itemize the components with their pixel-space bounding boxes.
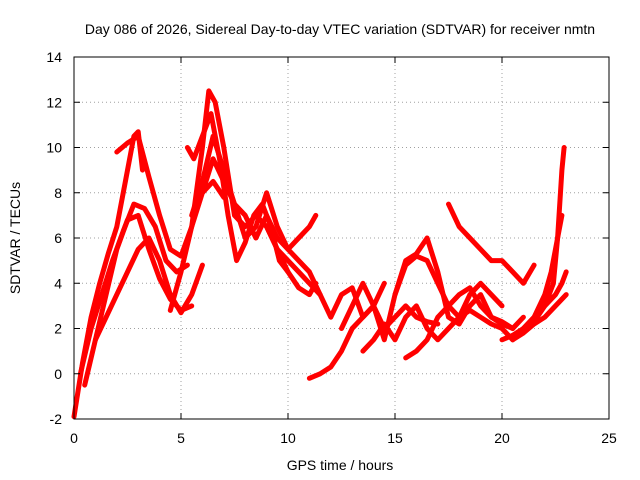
series-arc-6 [167,88,319,313]
x-tick-label: 10 [280,430,296,446]
y-tick-label: 8 [54,185,62,201]
y-tick-label: 6 [54,230,62,246]
series-arc-5 [92,235,205,343]
series-arc-20 [520,269,569,331]
series-arc-9 [199,156,319,252]
x-tick-label: 15 [387,430,403,446]
grid-lines [74,57,609,419]
axis-ticks: 0 5 10 15 20 25 -2 0 2 4 6 8 10 12 14 [46,49,617,446]
x-tick-label: 5 [177,430,185,446]
y-axis-label: SDTVAR / TECUs [7,182,23,294]
x-tick-label: 0 [70,430,78,446]
y-tick-label: 4 [54,275,62,291]
series-arc-8 [189,133,323,298]
y-tick-label: 14 [46,49,62,65]
y-tick-label: 2 [54,321,62,337]
x-tick-label: 25 [601,430,617,446]
x-tick-label: 20 [494,430,510,446]
chart-title: Day 086 of 2026, Sidereal Day-to-day VTE… [85,21,595,37]
y-tick-label: 10 [46,140,62,156]
x-axis-label: GPS time / hours [287,457,394,473]
series-arc-3 [77,201,190,377]
y-tick-label: -2 [50,411,63,427]
y-tick-label: 0 [54,366,62,382]
series-arc-15 [403,285,526,361]
series-arc-16 [446,201,537,286]
data-series [71,88,569,420]
y-tick-label: 12 [46,94,62,110]
